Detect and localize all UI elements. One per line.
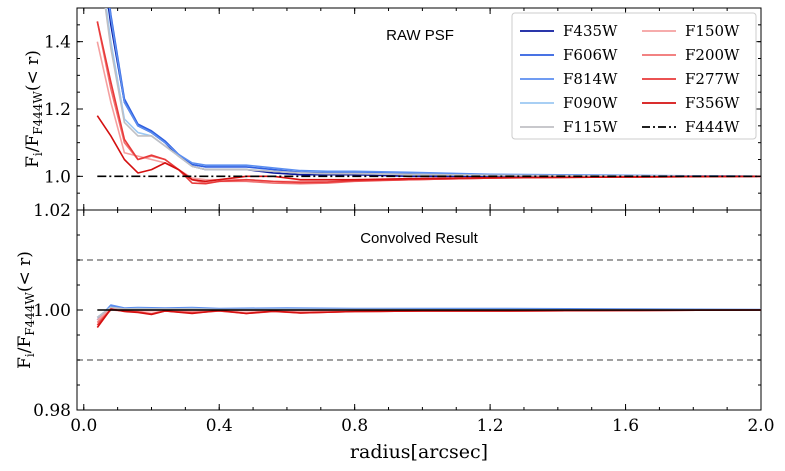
y-tick-label: 1.02 [33,201,71,221]
top-series-group [96,8,761,185]
x-tick-label: 1.6 [612,416,639,436]
y-tick-label: 1.4 [44,33,71,53]
bottom-series-group [96,304,761,328]
legend-label-f814w: F814W [563,70,618,88]
panel-convolved: 0.98 1.00 1.02 0.0 0.4 0.8 1.2 1.6 2.0 Convolved… [15,201,775,463]
series-f814w [108,8,761,178]
bottom-ticks: 0.98 1.00 1.02 0.0 0.4 0.8 1.2 1.6 2.0 [33,201,774,436]
legend-label-f115w: F115W [563,118,618,136]
legend-items: F435W F606W F814W F090W F115W F150W F200W F277W… [520,22,740,136]
x-axis-label: radius[arcsec] [350,441,488,463]
y-tick-label: 0.98 [33,401,71,421]
legend-label-f090w: F090W [563,94,618,112]
legend-label-f200w: F200W [685,46,740,64]
series-f356w [96,115,761,183]
legend-label-f150w: F150W [685,22,740,40]
legend-label-f606w: F606W [563,46,618,64]
legend-label-f356w: F356W [685,94,740,112]
series-f277w [96,21,761,185]
legend-label-f277w: F277W [685,70,740,88]
top-y-axis-label: Fi/FF444W(< r) [23,50,45,168]
x-tick-label: 2.0 [747,416,774,436]
series-f356w [96,308,761,328]
x-tick-label: 0.8 [341,416,368,436]
top-panel-title: RAW PSF [386,27,454,44]
x-tick-label: 0.0 [70,416,97,436]
series-f115w [104,8,761,178]
x-tick-label: 0.4 [206,416,233,436]
bottom-reference-lines [77,259,761,361]
legend: F435W F606W F814W F090W F115W F150W F200W F277W… [511,12,757,140]
legend-label-f435w: F435W [563,22,618,40]
series-f814w [96,304,761,321]
y-tick-label: 1.0 [44,167,71,187]
y-tick-label: 1.00 [33,301,71,321]
y-tick-label: 1.2 [44,100,71,120]
legend-label-f444w: F444W [685,118,740,136]
panel-raw-psf: 1.0 1.2 1.4 RAW PSF F435W F606W F814W F090W F1… [23,7,762,211]
x-tick-label: 1.2 [477,416,504,436]
bottom-panel-title: Convolved Result [360,230,478,247]
bottom-y-axis-label: Fi/FF444W(< r) [15,251,37,369]
legend-frame [511,12,757,140]
